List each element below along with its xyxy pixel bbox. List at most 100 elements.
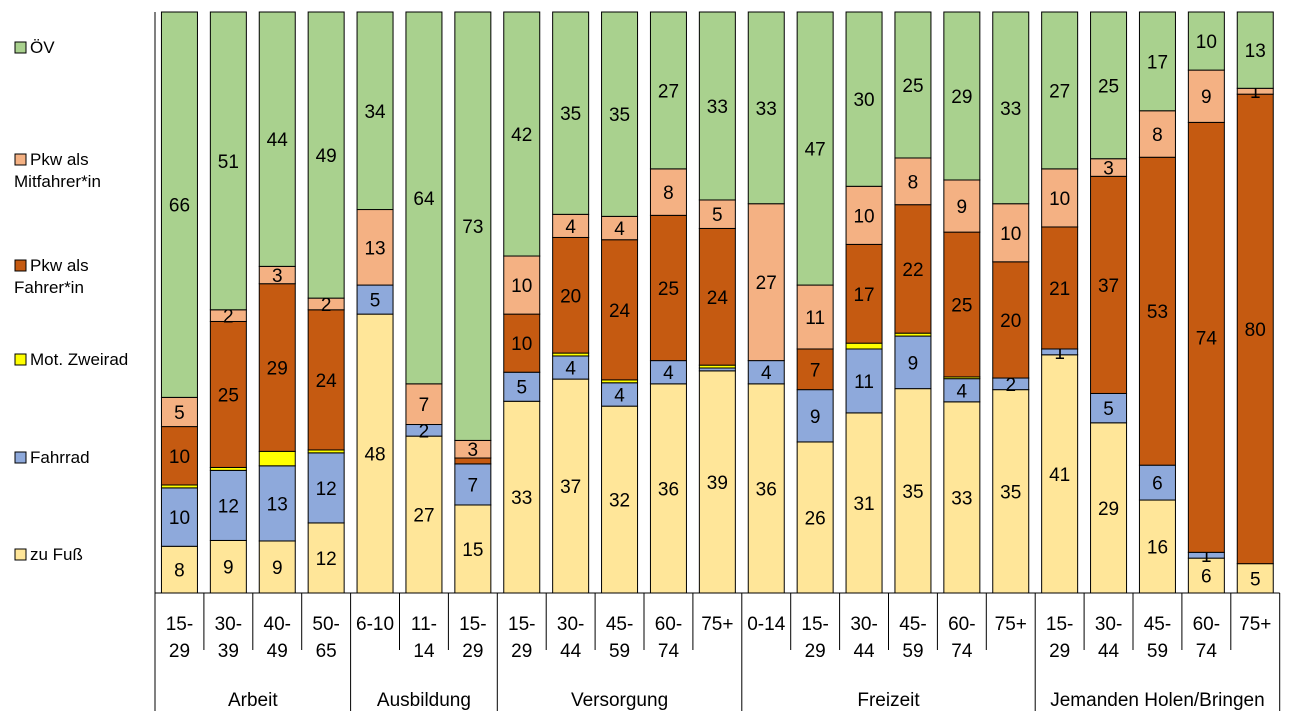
x-tick-label: 40-: [264, 614, 291, 635]
bar-segment-pkw-als-mitfahrer-in: [894, 157, 932, 206]
x-tick-label: 45-: [606, 614, 633, 635]
x-tick-label: 29: [805, 641, 826, 662]
bar-segment-öv: [747, 11, 785, 205]
data-label: 29: [951, 87, 972, 108]
x-tick-label: 0-14: [747, 614, 785, 635]
bar-stack-1: 8 10 10 5 66: [160, 11, 198, 594]
bar-segment-zu-fuß: [405, 435, 443, 594]
data-label: 13: [1245, 41, 1266, 62]
data-label: 47: [805, 140, 826, 161]
bar-segment-öv: [209, 11, 247, 311]
bar-segment-öv: [1236, 11, 1274, 89]
bar-segment-pkw-als-fahrer-in: [258, 283, 296, 452]
data-label: 32: [609, 491, 630, 512]
bar-segment-pkw-als-fahrer-in: [1138, 156, 1176, 466]
x-tick-label: 44: [853, 641, 875, 662]
data-label: 5: [174, 403, 185, 424]
bar-segment-pkw-als-fahrer-in: [649, 214, 687, 362]
data-label: 3: [468, 440, 479, 461]
data-label: 6: [1152, 474, 1163, 495]
x-tick-label: 49: [267, 641, 288, 662]
data-label: 2: [223, 307, 234, 328]
group-label-jemanden-holen-bringen: Jemanden Holen/Bringen: [1050, 690, 1264, 711]
bar-segment-pkw-als-fahrer-in: [160, 426, 198, 486]
data-label: 36: [756, 479, 777, 500]
bar-stack-21: 16 6 53 8 17: [1138, 11, 1176, 594]
bar-segment-pkw-als-mitfahrer-in: [943, 179, 981, 233]
data-label: 9: [1201, 87, 1212, 108]
bar-segment-mot-zweirad: [845, 342, 883, 350]
bar-segment-fahrrad: [796, 389, 834, 443]
data-label: 29: [267, 359, 288, 380]
bar-segment-pkw-als-fahrer-in: [1041, 226, 1079, 350]
legend-swatch: [14, 451, 27, 464]
legend-swatch: [14, 259, 27, 272]
data-label: 33: [1000, 99, 1021, 120]
data-label: 24: [609, 301, 631, 322]
legend-swatch: [14, 548, 27, 561]
group-label-arbeit: Arbeit: [228, 690, 278, 711]
x-tick-label: 44: [560, 641, 582, 662]
x-tick-label: 15-: [459, 614, 486, 635]
data-label: 16: [1147, 538, 1168, 559]
data-label: 33: [707, 97, 728, 118]
bar-segment-fahrrad: [356, 284, 394, 315]
data-label: 9: [908, 353, 919, 374]
data-label: 33: [951, 488, 972, 509]
bar-segment-öv: [454, 11, 492, 441]
data-label: 25: [658, 279, 679, 300]
bar-segment-pkw-als-fahrer-in: [796, 348, 834, 391]
bar-segment-zu-fuß: [454, 504, 492, 594]
bar-segment-öv: [160, 11, 198, 398]
data-label: 20: [560, 286, 581, 307]
data-label: 21: [1049, 279, 1070, 300]
data-label: 10: [511, 334, 532, 355]
data-label: 35: [609, 105, 630, 126]
bar-stack-14: 26 9 7 11 47: [796, 11, 834, 594]
legend-item-mot-zweirad: Mot. Zweirad: [14, 350, 128, 369]
bar-segment-öv: [503, 11, 541, 257]
data-label: 33: [511, 488, 532, 509]
bar-segment-pkw-als-fahrer-in: [943, 231, 981, 378]
x-tick-label: 75+: [995, 614, 1027, 635]
bar-segment-zu-fuß: [845, 412, 883, 594]
data-label: 37: [1098, 276, 1119, 297]
data-label: 74: [1196, 328, 1218, 349]
bar-stack-5: 48 5 13 34: [356, 11, 394, 594]
data-label: 3: [272, 266, 283, 287]
x-tick-label: 75+: [1239, 614, 1271, 635]
bar-segment-pkw-als-mitfahrer-in: [1187, 69, 1225, 123]
data-label: 4: [957, 381, 968, 402]
data-label: 48: [364, 445, 385, 466]
data-label: 24: [707, 288, 729, 309]
x-tick-label: 11-: [411, 614, 437, 635]
data-label: 30: [853, 90, 874, 111]
bar-segment-öv: [698, 11, 736, 201]
x-tick-label: 74: [658, 641, 680, 662]
bar-stack-12: 39 24 5 33: [698, 11, 736, 594]
group-label-ausbildung: Ausbildung: [377, 690, 471, 711]
x-tick-label: 75+: [701, 614, 733, 635]
legend-item-fahrrad: Fahrrad: [14, 448, 90, 467]
data-label: 1: [1054, 343, 1065, 364]
bar-segment-pkw-als-fahrer-in: [1090, 175, 1128, 394]
bar-segment-fahrrad: [209, 469, 247, 541]
x-tick-label: 15-: [166, 614, 193, 635]
bar-segment-öv: [943, 11, 981, 181]
bar-segment-pkw-als-mitfahrer-in: [1138, 110, 1176, 158]
data-label: 25: [951, 296, 972, 317]
bar-segment-öv: [307, 11, 345, 299]
bar-segment-mot-zweirad: [258, 450, 296, 467]
bar-segment-pkw-als-mitfahrer-in: [405, 383, 443, 426]
bar-segment-pkw-als-fahrer-in: [1236, 93, 1274, 565]
data-label: 4: [663, 363, 674, 384]
data-label: 35: [902, 482, 923, 503]
x-tick-label: 59: [1147, 641, 1168, 662]
bar-segment-pkw-als-fahrer-in: [209, 320, 247, 468]
data-label: 10: [853, 206, 874, 227]
legend-label: Fahrer*in: [14, 278, 84, 297]
data-label: 27: [1049, 81, 1070, 102]
legend-item-öv: ÖV: [14, 38, 55, 57]
bar-segment-öv: [601, 11, 639, 217]
data-label: 1: [1250, 82, 1261, 103]
